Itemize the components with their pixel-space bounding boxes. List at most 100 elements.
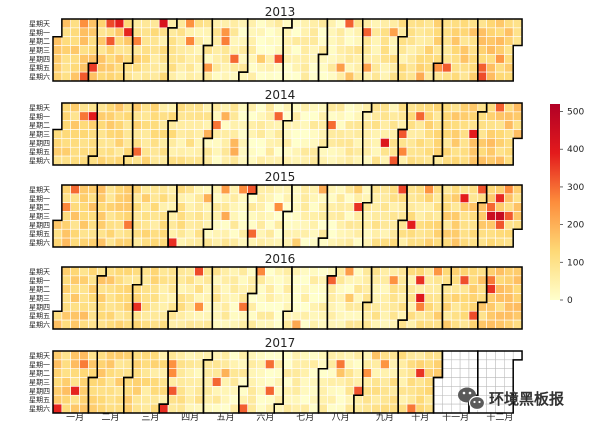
day-cell bbox=[61, 62, 71, 73]
day-cell bbox=[291, 71, 302, 82]
day-cell bbox=[282, 310, 293, 321]
day-cell bbox=[185, 18, 195, 29]
day-cell bbox=[132, 155, 142, 166]
day-cell bbox=[397, 146, 408, 157]
day-cell bbox=[309, 54, 319, 64]
day-cell bbox=[415, 284, 426, 294]
day-cell bbox=[504, 155, 514, 166]
day-cell bbox=[344, 211, 355, 221]
day-cell bbox=[141, 155, 151, 166]
day-cell bbox=[424, 27, 434, 38]
day-cell bbox=[132, 54, 142, 64]
day-cell bbox=[309, 111, 319, 121]
day-cell bbox=[61, 377, 71, 387]
day-cell bbox=[362, 237, 372, 248]
day-cell bbox=[282, 155, 293, 166]
day-cell bbox=[495, 111, 505, 121]
day-cell bbox=[212, 146, 222, 157]
day-cell bbox=[105, 155, 116, 166]
day-cell bbox=[123, 102, 133, 113]
day-cell bbox=[450, 202, 461, 212]
colorbar-tick-label: 0 bbox=[567, 296, 573, 306]
day-cell bbox=[194, 129, 204, 139]
day-cell bbox=[397, 310, 408, 321]
day-cell bbox=[212, 45, 222, 55]
day-cell bbox=[194, 202, 204, 212]
day-cell bbox=[486, 310, 496, 321]
day-cell bbox=[52, 45, 63, 55]
day-cell bbox=[194, 228, 204, 239]
day-cell bbox=[132, 302, 142, 312]
day-cell bbox=[123, 193, 133, 204]
weekday-label: 星期六 bbox=[29, 238, 50, 247]
day-cell bbox=[105, 62, 116, 73]
day-cell bbox=[318, 102, 328, 113]
day-cell bbox=[459, 302, 470, 312]
day-cell bbox=[70, 111, 80, 121]
day-cell bbox=[247, 45, 257, 55]
day-cell bbox=[468, 237, 479, 248]
day-cell bbox=[229, 18, 240, 29]
day-cell bbox=[468, 377, 479, 387]
day-cell bbox=[52, 146, 63, 157]
day-cell bbox=[167, 403, 178, 414]
day-cell bbox=[512, 18, 523, 29]
day-cell bbox=[318, 129, 328, 139]
day-cell bbox=[397, 220, 408, 230]
day-cell bbox=[309, 237, 319, 248]
day-cell bbox=[194, 155, 204, 166]
day-cell bbox=[433, 202, 443, 212]
day-cell bbox=[477, 228, 487, 239]
day-cell bbox=[495, 275, 505, 286]
day-cell bbox=[220, 146, 231, 157]
day-cell bbox=[477, 27, 487, 38]
day-cell bbox=[238, 228, 249, 239]
day-cell bbox=[212, 394, 222, 405]
day-cell bbox=[459, 237, 470, 248]
day-cell bbox=[96, 111, 107, 121]
day-cell bbox=[194, 403, 204, 414]
day-cell bbox=[158, 184, 169, 195]
month-boundaries bbox=[52, 350, 523, 414]
weekday-label: 星期天 bbox=[29, 186, 50, 194]
day-cell bbox=[433, 310, 443, 321]
day-cell bbox=[362, 368, 372, 378]
day-cell bbox=[282, 202, 293, 212]
day-cell bbox=[141, 394, 151, 405]
year-title: 2013 bbox=[265, 5, 296, 19]
day-cell bbox=[388, 368, 399, 378]
day-cell bbox=[291, 54, 302, 64]
day-cell bbox=[291, 138, 302, 148]
day-cell bbox=[415, 266, 426, 277]
day-cell bbox=[512, 310, 523, 321]
day-cell bbox=[265, 120, 275, 130]
day-cell bbox=[70, 18, 80, 29]
day-cell bbox=[442, 220, 452, 230]
day-cell bbox=[459, 284, 470, 294]
day-cell bbox=[220, 184, 231, 195]
day-cell bbox=[141, 138, 151, 148]
day-cell bbox=[318, 394, 328, 405]
day-cell bbox=[79, 220, 89, 230]
day-cell bbox=[380, 377, 390, 387]
day-cell bbox=[220, 129, 231, 139]
day-cell bbox=[318, 138, 328, 148]
day-cell bbox=[442, 359, 452, 369]
day-cell bbox=[415, 62, 426, 73]
day-cell bbox=[247, 368, 257, 378]
day-cell bbox=[150, 138, 160, 148]
day-cell bbox=[327, 102, 337, 113]
day-cell bbox=[504, 36, 514, 46]
day-cell bbox=[397, 302, 408, 312]
day-cell bbox=[96, 146, 107, 157]
day-cell bbox=[256, 62, 266, 73]
day-cell bbox=[238, 71, 249, 82]
day-cell bbox=[176, 302, 187, 312]
day-cell bbox=[88, 129, 98, 139]
day-cell bbox=[114, 155, 125, 166]
day-cell bbox=[88, 102, 98, 113]
day-cell bbox=[450, 293, 461, 303]
day-cell bbox=[371, 184, 381, 195]
day-cell bbox=[504, 359, 514, 369]
day-cell bbox=[158, 237, 169, 248]
